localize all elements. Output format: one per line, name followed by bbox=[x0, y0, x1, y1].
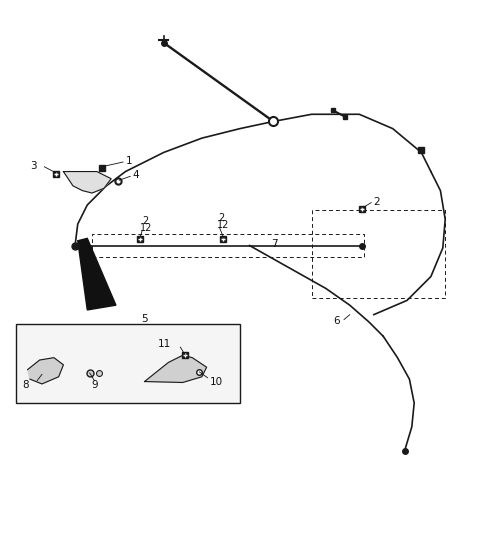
Text: 2: 2 bbox=[373, 197, 380, 207]
Text: 12: 12 bbox=[216, 219, 229, 230]
Text: 11: 11 bbox=[157, 339, 171, 349]
Text: 7: 7 bbox=[271, 239, 277, 249]
Bar bbox=[16, 324, 240, 403]
Text: 6: 6 bbox=[334, 316, 340, 326]
Text: 5: 5 bbox=[141, 315, 148, 325]
Text: 12: 12 bbox=[140, 223, 153, 233]
Polygon shape bbox=[144, 355, 206, 382]
Text: 9: 9 bbox=[91, 380, 98, 390]
Polygon shape bbox=[63, 171, 111, 193]
Polygon shape bbox=[28, 358, 63, 384]
Text: 2: 2 bbox=[218, 213, 225, 223]
Text: 4: 4 bbox=[132, 170, 139, 180]
Text: 1: 1 bbox=[125, 156, 132, 166]
Text: 2: 2 bbox=[142, 216, 148, 226]
Text: 10: 10 bbox=[210, 376, 223, 387]
Text: 8: 8 bbox=[23, 380, 29, 390]
Text: 3: 3 bbox=[31, 161, 37, 171]
Polygon shape bbox=[78, 238, 116, 310]
